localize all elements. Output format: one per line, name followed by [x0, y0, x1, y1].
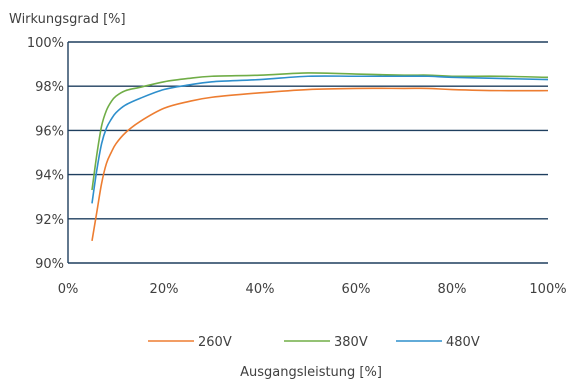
- grid-layer: [67, 41, 548, 264]
- x-axis-label: Ausgangsleistung [%]: [240, 365, 382, 380]
- y-tick-label-2: 94%: [35, 169, 64, 184]
- legend-label-260V: 260V: [198, 335, 232, 350]
- legend: 260V 380V 480V: [148, 335, 480, 350]
- x-tick-label-3: 60%: [342, 282, 371, 297]
- tick-labels: 90% 92% 94% 96% 98% 100% 0% 20% 40% 60% 80% 100%: [27, 36, 567, 297]
- series-line-260V: [91, 87, 549, 242]
- y-tick-label-0: 90%: [35, 257, 64, 272]
- x-tick-label-1: 20%: [150, 282, 179, 297]
- x-tick-label-0: 0%: [58, 282, 79, 297]
- y-tick-label-3: 96%: [35, 124, 64, 139]
- series-layer: [91, 72, 549, 242]
- series-line-380V: [91, 72, 549, 191]
- series-line-480V: [91, 75, 549, 204]
- legend-label-480V: 480V: [446, 335, 480, 350]
- x-tick-label-5: 100%: [529, 282, 566, 297]
- legend-label-380V: 380V: [334, 335, 368, 350]
- x-tick-label-4: 80%: [438, 282, 467, 297]
- y-axis-label: Wirkungsgrad [%]: [9, 12, 126, 27]
- x-tick-label-2: 40%: [246, 282, 275, 297]
- y-tick-label-1: 92%: [35, 213, 64, 228]
- y-tick-label-4: 98%: [35, 80, 64, 95]
- y-tick-label-5: 100%: [27, 36, 64, 51]
